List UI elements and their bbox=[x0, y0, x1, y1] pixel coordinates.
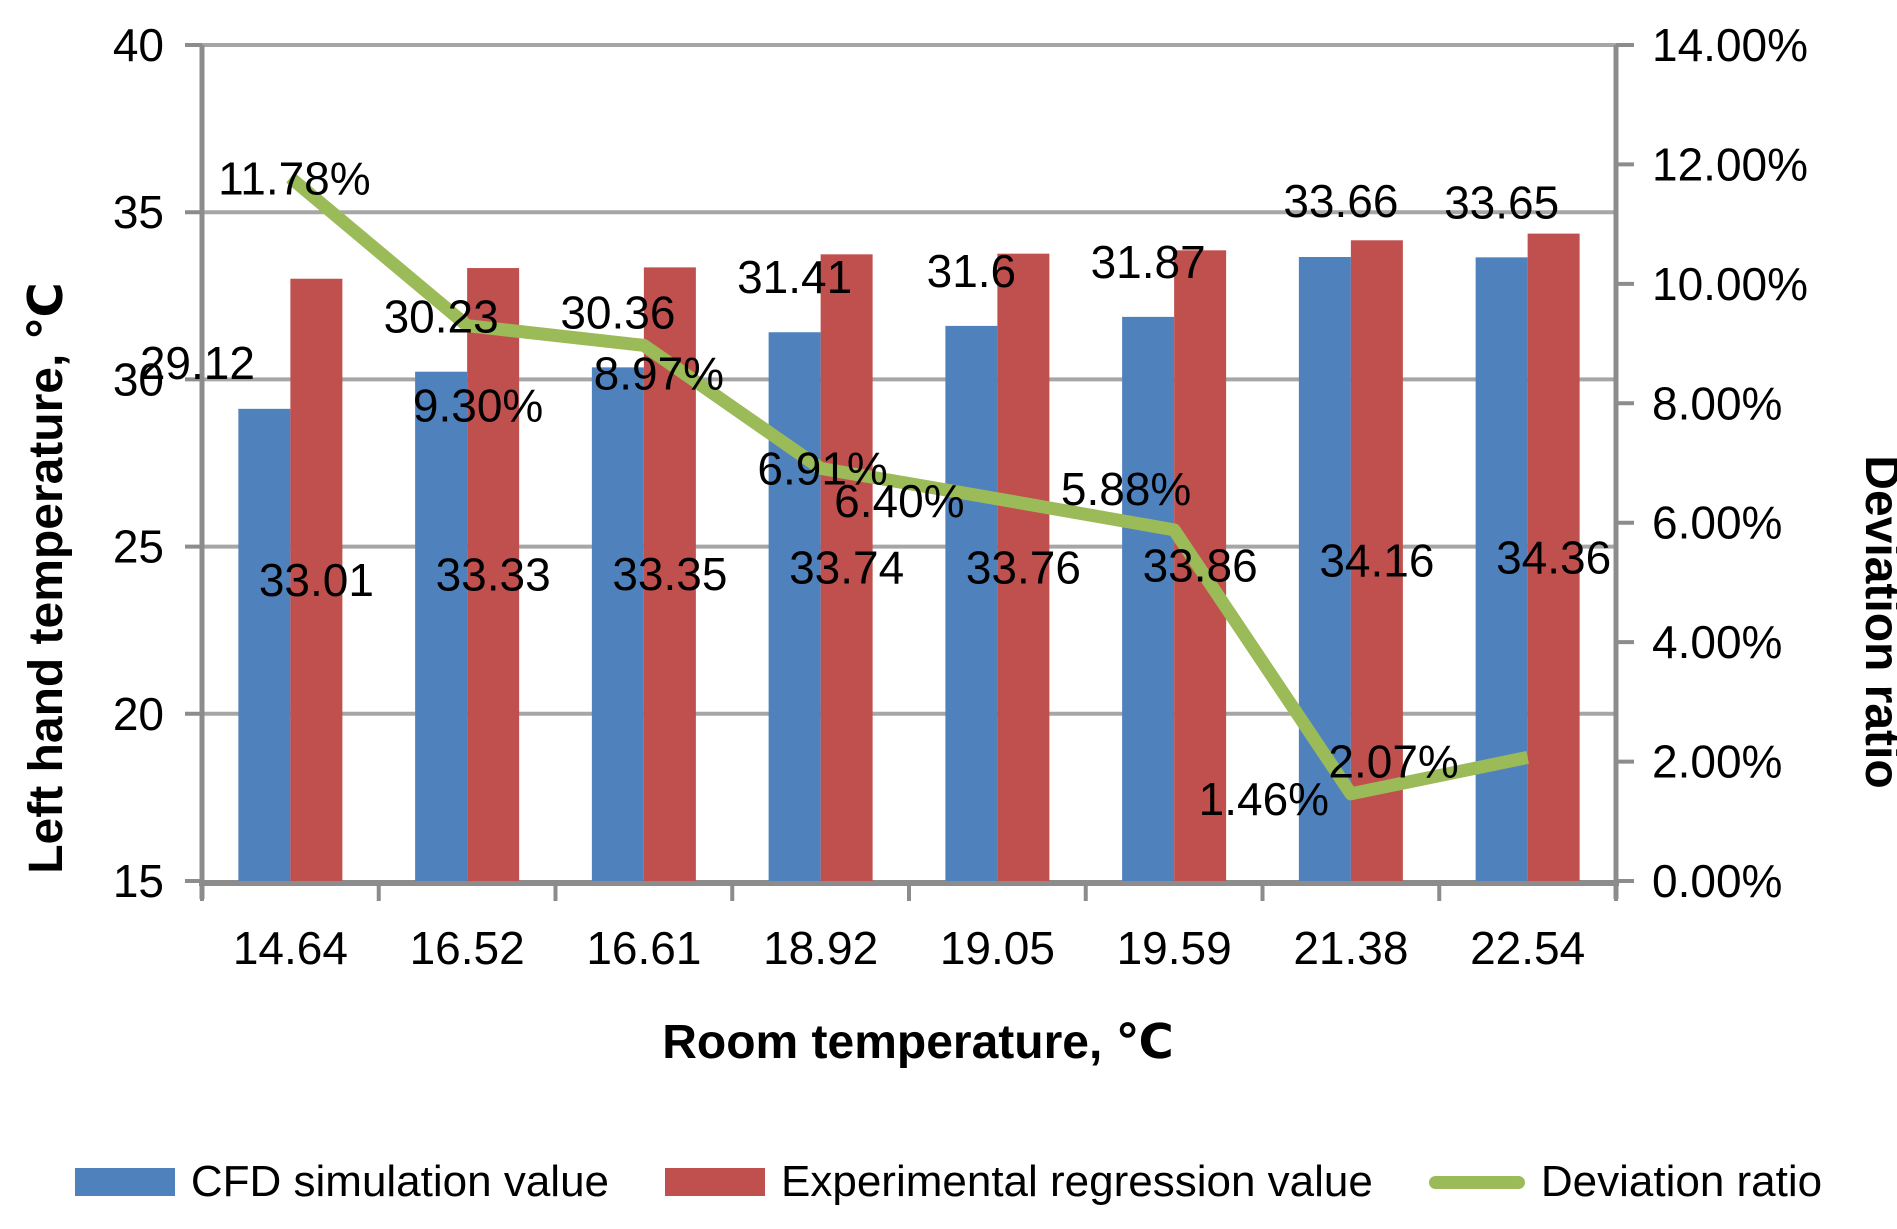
bar-cfd-18.92 bbox=[768, 332, 821, 881]
cfd-bar-label: 33.65 bbox=[1444, 176, 1559, 228]
x-axis-category-label: 18.92 bbox=[763, 922, 878, 974]
deviation-ratio-line bbox=[286, 172, 1529, 801]
x-axis-category-label: 14.64 bbox=[233, 922, 348, 974]
x-axis-category-label: 19.59 bbox=[1117, 922, 1232, 974]
deviation-ratio-label: 6.91% bbox=[757, 442, 887, 494]
legend: CFD simulation value Experimental regres… bbox=[0, 1142, 1897, 1222]
legend-label-deviation: Deviation ratio bbox=[1540, 1157, 1823, 1206]
right-axis-tick-label: 6.00% bbox=[1652, 497, 1782, 549]
bar-experimental-16.52 bbox=[467, 268, 520, 881]
right-axis-tick-label: 4.00% bbox=[1652, 616, 1782, 668]
legend-label-cfd: CFD simulation value bbox=[190, 1157, 610, 1206]
x-axis-category-label: 16.52 bbox=[410, 922, 525, 974]
left-axis-tick-label: 15 bbox=[113, 855, 164, 907]
experimental-bar-label: 34.16 bbox=[1319, 535, 1434, 587]
experimental-bar-label: 33.01 bbox=[259, 554, 374, 606]
bar-cfd-14.64 bbox=[238, 408, 291, 881]
experimental-swatch bbox=[665, 1168, 766, 1196]
legend-item-deviation: Deviation ratio bbox=[1428, 1157, 1823, 1207]
left-axis-tick-label: 30 bbox=[113, 353, 164, 405]
bar-experimental-18.92 bbox=[820, 254, 873, 881]
x-axis-category-label: 16.61 bbox=[586, 922, 701, 974]
deviation-ratio-label: 8.97% bbox=[594, 347, 724, 399]
right-axis-title: Deviation ratio bbox=[1855, 455, 1897, 788]
cfd-bar-label: 31.41 bbox=[737, 251, 852, 303]
cfd-bar-label: 33.66 bbox=[1283, 175, 1398, 227]
left-axis-tick-label: 25 bbox=[113, 521, 164, 573]
legend-item-cfd: CFD simulation value bbox=[74, 1157, 610, 1207]
bar-cfd-19.05 bbox=[945, 325, 998, 881]
cfd-bar-label: 30.23 bbox=[384, 291, 499, 343]
bar-cfd-16.52 bbox=[415, 371, 468, 881]
experimental-bar-label: 33.76 bbox=[966, 541, 1081, 593]
experimental-bar-label: 34.36 bbox=[1496, 531, 1611, 583]
deviation-ratio-label: 2.07% bbox=[1328, 735, 1458, 787]
experimental-bar-label: 33.35 bbox=[612, 548, 727, 600]
bar-cfd-16.61 bbox=[591, 367, 644, 882]
right-axis-tick-label: 14.00% bbox=[1652, 19, 1808, 71]
cfd-bar-label: 31.87 bbox=[1091, 236, 1206, 288]
cfd-bar-label: 31.6 bbox=[927, 245, 1017, 297]
right-axis-tick-label: 10.00% bbox=[1652, 258, 1808, 310]
bar-cfd-22.54 bbox=[1475, 257, 1528, 881]
deviation-ratio-label: 9.30% bbox=[413, 380, 543, 432]
experimental-bar-label: 33.33 bbox=[436, 549, 551, 601]
cfd-swatch bbox=[74, 1168, 175, 1196]
deviation-ratio-label: 5.88% bbox=[1061, 463, 1191, 515]
bar-experimental-19.05 bbox=[997, 253, 1050, 882]
right-axis-tick-label: 8.00% bbox=[1652, 377, 1782, 429]
left-axis-tick-label: 40 bbox=[113, 19, 164, 71]
legend-item-experimental: Experimental regression value bbox=[665, 1157, 1373, 1207]
bar-experimental-21.38 bbox=[1350, 240, 1403, 881]
x-axis-category-label: 19.05 bbox=[940, 922, 1055, 974]
left-axis-title: Left hand temperature, ℃ bbox=[20, 282, 73, 874]
legend-label-experimental: Experimental regression value bbox=[781, 1157, 1373, 1206]
experimental-bar-label: 33.86 bbox=[1143, 540, 1258, 592]
deviation-ratio-label: 1.46% bbox=[1199, 773, 1329, 825]
left-axis-tick-label: 35 bbox=[113, 186, 164, 238]
right-axis-tick-label: 0.00% bbox=[1652, 855, 1782, 907]
bar-experimental-14.64 bbox=[290, 278, 343, 881]
left-axis-tick-label: 20 bbox=[113, 688, 164, 740]
right-axis-tick-label: 12.00% bbox=[1652, 138, 1808, 190]
experimental-bar-label: 33.74 bbox=[789, 542, 904, 594]
bar-experimental-22.54 bbox=[1527, 233, 1580, 882]
cfd-bar-label: 29.12 bbox=[140, 337, 255, 389]
deviation-ratio-label: 6.40% bbox=[834, 475, 964, 527]
deviation-ratio-label: 11.78% bbox=[218, 153, 371, 205]
bar-cfd-19.59 bbox=[1122, 316, 1175, 881]
x-axis-category-label: 22.54 bbox=[1470, 922, 1585, 974]
x-axis-category-label: 21.38 bbox=[1293, 922, 1408, 974]
right-axis-tick-label: 2.00% bbox=[1652, 736, 1782, 788]
combo-chart: 15 20 25 30 35 40 0.00% 2.00% 4.00% 6.00% 8.00% 10.… bbox=[20, 19, 1897, 1069]
cfd-bar-label: 30.36 bbox=[560, 286, 675, 338]
x-axis-title: Room temperature, ℃ bbox=[662, 1016, 1174, 1069]
deviation-line-swatch bbox=[1428, 1175, 1525, 1189]
